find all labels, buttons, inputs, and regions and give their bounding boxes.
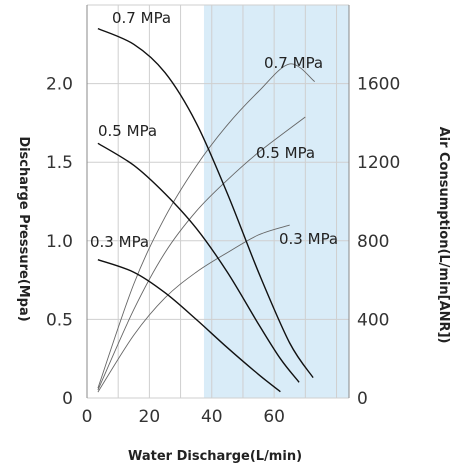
x-tick-label: 20 [139,407,161,427]
x-tick-label: 40 [201,407,223,427]
y2-tick-label: 1200 [357,153,400,173]
air-curve-label: 0.7 MPa [264,54,323,72]
y-tick-label: 0 [62,389,73,409]
pressure-curve-label: 0.3 MPa [90,233,149,251]
discharge-pressure-curves [97,27,314,393]
ticks: 0 20 40 60 0 0.5 1.0 1.5 2.0 0 400 800 1200 1600 [46,75,400,427]
air-curve-label: 0.3 MPa [279,230,338,248]
y2-axis-title: Air Consumption(L/min[ANR]) [436,127,451,344]
air-consumption-curves [97,63,315,393]
y-tick-label: 1.5 [46,153,73,173]
y2-tick-label: 1600 [357,75,400,95]
shaded-region [203,5,349,398]
y2-tick-label: 0 [357,389,368,409]
pressure-curve-05 [97,142,300,383]
y2-tick-label: 400 [357,310,389,330]
grid [86,4,350,399]
x-tick-label: 60 [263,407,285,427]
air-curve-07 [97,63,315,389]
curve-labels: 0.7 MPa 0.5 MPa 0.3 MPa 0.7 MPa 0.5 MPa 0.3 M… [90,9,338,251]
pressure-curve-03 [97,259,281,393]
y-axis-title: Discharge Pressure(Mpa) [16,136,31,321]
air-curve-label: 0.5 MPa [256,144,315,162]
air-curve-03 [97,224,290,393]
pressure-curve-label: 0.5 MPa [98,122,157,140]
y-tick-label: 2.0 [46,75,73,95]
pressure-curve-07 [97,27,314,378]
pressure-curve-label: 0.7 MPa [112,9,171,27]
air-curve-05 [97,116,306,391]
x-axis-title: Water Discharge(L/min) [128,449,302,464]
x-tick-label: 0 [82,407,93,427]
y-tick-label: 0.5 [46,310,73,330]
y2-tick-label: 800 [357,232,389,252]
y-tick-label: 1.0 [46,232,73,252]
